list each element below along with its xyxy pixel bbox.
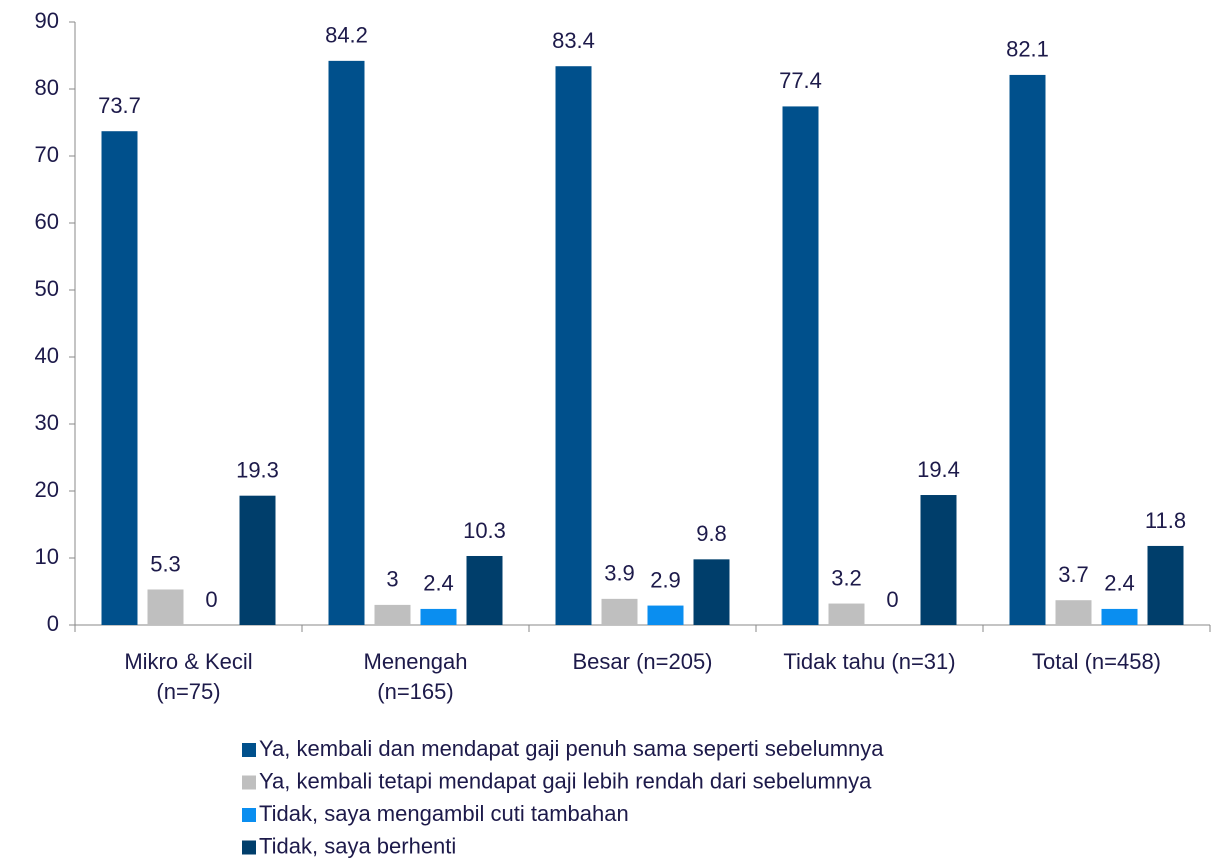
data-label: 19.4 [917,457,960,482]
legend-swatch [242,840,256,855]
y-tick-label: 90 [35,8,59,33]
y-tick-label: 0 [47,611,59,636]
data-label: 82.1 [1006,37,1049,62]
bar [374,604,411,625]
bar [420,608,457,625]
bar [239,495,276,625]
y-tick-label: 70 [35,142,59,167]
data-label: 73.7 [98,93,141,118]
bar [693,559,730,625]
data-label: 84.2 [325,23,368,48]
data-label: 9.8 [696,521,727,546]
data-label: 77.4 [779,68,822,93]
legend-label: Ya, kembali tetapi mendapat gaji lebih r… [259,768,872,793]
bar [1147,545,1184,625]
y-tick-label: 30 [35,410,59,435]
y-tick-label: 60 [35,209,59,234]
data-label: 3.9 [604,561,635,586]
data-label: 2.4 [1104,571,1135,596]
y-tick-label: 20 [35,477,59,502]
y-tick-label: 80 [35,75,59,100]
bar [1101,608,1138,625]
legend-label: Ya, kembali dan mendapat gaji penuh sama… [259,736,884,761]
y-tick-label: 40 [35,343,59,368]
x-tick-label: Total (n=458) [1032,649,1161,674]
bar [1009,74,1046,626]
legend-swatch [242,775,256,790]
bar [920,495,957,625]
legend-label: Tidak, saya mengambil cuti tambahan [259,801,629,826]
data-label: 2.9 [650,567,681,592]
x-tick-label: Tidak tahu (n=31) [783,649,955,674]
data-label: 2.4 [423,571,454,596]
y-tick-label: 10 [35,544,59,569]
bar [101,131,138,625]
data-label: 10.3 [463,518,506,543]
legend-swatch [242,808,256,822]
bar [647,605,684,625]
bar [555,66,592,626]
bar [1055,600,1092,625]
legend-label: Tidak, saya berhenti [259,833,456,858]
data-label: 5.3 [150,551,181,576]
x-tick-label: Menengah (n=165) [364,649,468,704]
x-tick-label: Mikro & Kecil (n=75) [124,649,252,704]
data-label: 0 [205,587,217,612]
bar [601,598,638,625]
data-label: 83.4 [552,28,595,53]
bar [147,589,184,625]
data-label: 3.7 [1058,562,1089,587]
data-label: 3 [386,567,398,592]
data-label: 11.8 [1145,508,1186,533]
bar [782,106,819,626]
data-label: 0 [886,587,898,612]
y-tick-label: 50 [35,276,59,301]
data-label: 3.2 [831,565,862,590]
legend-swatch [242,743,256,757]
bar [466,555,503,625]
data-label: 19.3 [236,458,279,483]
x-tick-label: Besar (n=205) [572,649,712,674]
bar [328,60,365,626]
bar [828,603,865,625]
